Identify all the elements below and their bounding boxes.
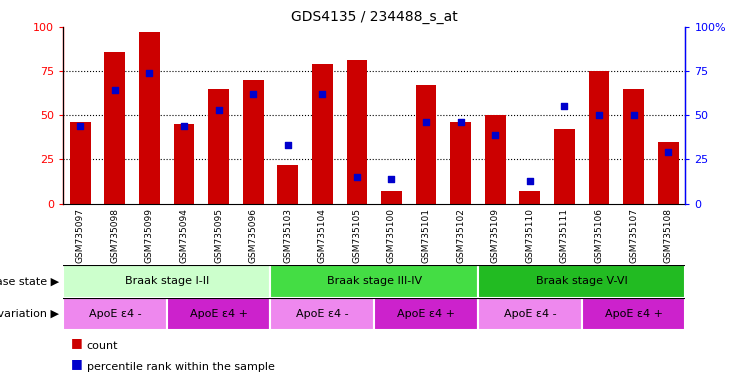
Text: count: count — [87, 341, 119, 351]
Point — [524, 177, 536, 184]
Bar — [347, 60, 368, 204]
Bar — [208, 89, 229, 204]
Text: Braak stage I-II: Braak stage I-II — [124, 276, 209, 286]
Point — [282, 142, 293, 148]
Point — [662, 149, 674, 156]
Point — [489, 132, 501, 138]
Point — [420, 119, 432, 125]
Point — [628, 112, 639, 118]
Text: GSM735097: GSM735097 — [76, 209, 84, 263]
Bar — [63, 298, 167, 330]
Bar — [588, 71, 609, 204]
Bar — [270, 298, 374, 330]
Title: GDS4135 / 234488_s_at: GDS4135 / 234488_s_at — [290, 10, 458, 25]
Bar — [519, 191, 540, 204]
Text: GSM735095: GSM735095 — [214, 209, 223, 263]
Text: GSM735094: GSM735094 — [179, 209, 188, 263]
Text: ■: ■ — [70, 357, 82, 370]
Bar — [173, 124, 194, 204]
Point — [351, 174, 363, 180]
Text: percentile rank within the sample: percentile rank within the sample — [87, 362, 275, 372]
Text: disease state ▶: disease state ▶ — [0, 276, 59, 286]
Bar — [451, 122, 471, 204]
Text: GSM735105: GSM735105 — [353, 209, 362, 263]
Point — [385, 176, 397, 182]
Point — [455, 119, 467, 125]
Text: GSM735104: GSM735104 — [318, 209, 327, 263]
Text: ApoE ε4 -: ApoE ε4 - — [296, 309, 349, 319]
Point — [593, 112, 605, 118]
Bar — [167, 298, 270, 330]
Bar — [478, 298, 582, 330]
Point — [213, 107, 225, 113]
Bar — [270, 265, 478, 298]
Text: Braak stage III-IV: Braak stage III-IV — [327, 276, 422, 286]
Bar — [139, 32, 160, 204]
Text: GSM735100: GSM735100 — [387, 209, 396, 263]
Text: Braak stage V-VI: Braak stage V-VI — [536, 276, 628, 286]
Text: GSM735101: GSM735101 — [422, 209, 431, 263]
Text: GSM735103: GSM735103 — [283, 209, 292, 263]
Point — [178, 123, 190, 129]
Text: ■: ■ — [70, 336, 82, 349]
Bar — [485, 115, 505, 204]
Point — [74, 123, 86, 129]
Text: GSM735110: GSM735110 — [525, 209, 534, 263]
Text: GSM735096: GSM735096 — [249, 209, 258, 263]
Text: GSM735098: GSM735098 — [110, 209, 119, 263]
Bar — [312, 64, 333, 204]
Bar — [70, 122, 90, 204]
Point — [247, 91, 259, 97]
Bar — [554, 129, 575, 204]
Bar — [416, 85, 436, 204]
Text: ApoE ε4 +: ApoE ε4 + — [605, 309, 662, 319]
Text: GSM735111: GSM735111 — [560, 209, 569, 263]
Text: ApoE ε4 -: ApoE ε4 - — [88, 309, 142, 319]
Text: ApoE ε4 +: ApoE ε4 + — [397, 309, 455, 319]
Bar — [374, 298, 478, 330]
Text: genotype/variation ▶: genotype/variation ▶ — [0, 309, 59, 319]
Bar — [381, 191, 402, 204]
Text: ApoE ε4 -: ApoE ε4 - — [503, 309, 556, 319]
Text: ApoE ε4 +: ApoE ε4 + — [190, 309, 247, 319]
Text: GSM735108: GSM735108 — [664, 209, 673, 263]
Bar — [277, 165, 298, 204]
Bar — [104, 51, 125, 204]
Text: GSM735099: GSM735099 — [145, 209, 154, 263]
Bar — [582, 298, 685, 330]
Point — [144, 70, 156, 76]
Text: GSM735106: GSM735106 — [594, 209, 603, 263]
Bar — [658, 142, 679, 204]
Text: GSM735102: GSM735102 — [456, 209, 465, 263]
Point — [316, 91, 328, 97]
Bar — [623, 89, 644, 204]
Point — [559, 103, 571, 109]
Bar — [478, 265, 685, 298]
Point — [109, 88, 121, 94]
Bar — [63, 265, 270, 298]
Text: GSM735107: GSM735107 — [629, 209, 638, 263]
Bar — [243, 80, 264, 204]
Text: GSM735109: GSM735109 — [491, 209, 499, 263]
